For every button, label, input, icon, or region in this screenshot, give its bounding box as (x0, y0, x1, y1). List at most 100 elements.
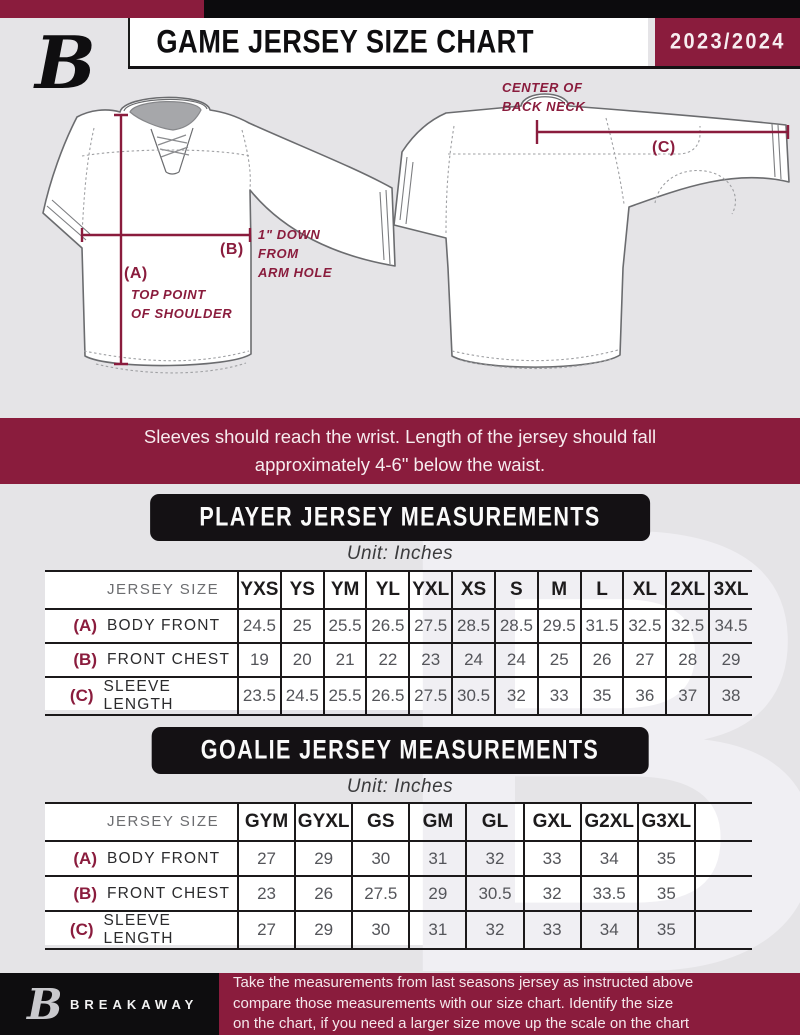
size-value-cell: 34 (579, 841, 638, 876)
size-col-header: 2XL (665, 571, 710, 609)
back-jersey-diagram (393, 93, 790, 370)
table-header-row: JERSEY SIZE YXS YS YM YL YXL XS S M L XL… (45, 571, 752, 609)
row-label: BODY FRONT (107, 849, 221, 867)
label-a-key: (A) (124, 265, 148, 282)
size-value-cell: 29.5 (536, 609, 581, 643)
size-value-cell: 29 (294, 841, 353, 876)
size-value-cell: 31.5 (579, 609, 624, 643)
size-value-cell: 27 (236, 911, 296, 949)
lace-detail (156, 134, 190, 158)
size-value-cell: 30.5 (465, 876, 524, 911)
size-value-cell: 21 (322, 643, 367, 677)
table-row: (B) FRONT CHEST 23 26 27.5 29 30.5 32 33… (45, 876, 752, 911)
footer-logo-letter: B (26, 982, 60, 1026)
row-label: SLEEVE LENGTH (103, 912, 174, 947)
player-heading-text: PLAYER JERSEY MEASUREMENTS (199, 502, 601, 532)
size-col-header: 3XL (708, 571, 752, 609)
size-value-cell: 35 (636, 841, 695, 876)
size-value-cell: 25.5 (322, 677, 367, 715)
row-label: FRONT CHEST (107, 651, 231, 668)
size-col-header: GXL (522, 803, 581, 841)
table-row: (C) SLEEVE LENGTH 23.5 24.5 25.5 26.5 27… (45, 677, 752, 715)
size-value-cell: 31 (408, 841, 467, 876)
row-key: (A) (73, 848, 97, 868)
size-value-cell: 26.5 (365, 677, 410, 715)
size-value-cell: 19 (237, 643, 281, 677)
size-value-cell: 33 (522, 841, 581, 876)
front-jersey-diagram (42, 96, 396, 374)
page-title: GAME JERSEY SIZE CHART (156, 23, 534, 60)
size-value-cell: 30.5 (451, 677, 495, 715)
table-row: (A) BODY FRONT 24.5 25 25.5 26.5 27.5 28… (45, 609, 752, 643)
size-value-cell: 36 (622, 677, 667, 715)
size-value-cell: 32 (465, 911, 524, 949)
label-b-note: 1" DOWN FROM ARM HOLE (258, 227, 333, 280)
size-value-cell: 28.5 (493, 609, 538, 643)
size-value-cell: 22 (365, 643, 410, 677)
size-value-cell: 27 (622, 643, 667, 677)
row-label: FRONT CHEST (107, 884, 231, 902)
size-value-cell: 24.5 (237, 609, 281, 643)
size-value-cell: 23.5 (237, 677, 281, 715)
season-label: 2023/2024 (669, 29, 786, 54)
size-value-cell: 32 (522, 876, 581, 911)
size-value-cell: 26.5 (365, 609, 410, 643)
size-col-header: YXS (237, 571, 281, 609)
size-value-cell: 30 (351, 911, 410, 949)
size-col-header: G3XL (636, 803, 695, 841)
title-box: GAME JERSEY SIZE CHART (128, 18, 648, 66)
table-row: (A) BODY FRONT 27 29 30 31 32 33 34 35 (45, 841, 752, 876)
size-col-header: G2XL (579, 803, 638, 841)
measurement-lines (80, 113, 790, 366)
size-col-header: GL (465, 803, 524, 841)
size-value-cell: 27 (236, 841, 296, 876)
row-key: (C) (69, 686, 94, 705)
front-neck-opening (129, 101, 202, 131)
size-value-cell: 27.5 (408, 609, 453, 643)
measure-line-c (535, 120, 790, 144)
measure-line-b (80, 228, 252, 242)
size-value-cell: 33.5 (579, 876, 638, 911)
size-value-cell: 33 (522, 911, 581, 949)
player-section-heading: PLAYER JERSEY MEASUREMENTS (150, 494, 650, 541)
size-col-header: S (493, 571, 538, 609)
row-label: BODY FRONT (107, 617, 221, 634)
goalie-heading-text: GOALIE JERSEY MEASUREMENTS (200, 735, 600, 765)
size-value-cell: 35 (636, 876, 695, 911)
jersey-diagrams (42, 93, 790, 374)
season-box: 2023/2024 (655, 18, 800, 66)
player-table-wrap: JERSEY SIZE YXS YS YM YL YXL XS S M L XL… (45, 570, 752, 716)
measure-line-a (114, 113, 128, 366)
top-strip-black (204, 0, 800, 18)
table-row: (B) FRONT CHEST 19 20 21 22 23 24 24 25 … (45, 643, 752, 677)
size-value-cell: 24 (451, 643, 495, 677)
size-value-cell: 32 (465, 841, 524, 876)
front-cuff-lines (46, 189, 391, 265)
size-col-header: L (579, 571, 624, 609)
goalie-table-wrap: JERSEY SIZE GYM GYXL GS GM GL GXL G2XL G… (45, 802, 752, 950)
row-key: (B) (73, 650, 97, 669)
size-value-cell: 29 (708, 643, 752, 677)
goalie-size-table: JERSEY SIZE GYM GYXL GS GM GL GXL G2XL G… (45, 802, 752, 950)
size-col-header: YXL (408, 571, 453, 609)
label-c-note: CENTER OF BACK NECK (502, 80, 586, 114)
goalie-unit-label: Unit: Inches (346, 776, 454, 797)
size-value-cell: 24.5 (279, 677, 324, 715)
size-col-header: GM (408, 803, 467, 841)
size-value-cell: 20 (279, 643, 324, 677)
brand-logo-icon: B (33, 20, 105, 105)
size-value-cell: 23 (408, 643, 453, 677)
footer-note-text: Take the measurements from last seasons … (233, 973, 694, 1033)
row-key: (B) (73, 883, 97, 903)
size-value-cell: 37 (665, 677, 710, 715)
size-value-cell (693, 911, 752, 949)
size-value-cell: 35 (636, 911, 695, 949)
table-header-row: JERSEY SIZE GYM GYXL GS GM GL GXL G2XL G… (45, 803, 752, 841)
size-col-header: GYXL (294, 803, 353, 841)
footer-note-area: Take the measurements from last seasons … (219, 973, 800, 1035)
row-key: (A) (73, 616, 97, 635)
size-value-cell (693, 876, 752, 911)
footer-brand-area: B BREAKAWAY (0, 973, 219, 1035)
label-c-key: (C) (652, 139, 676, 156)
